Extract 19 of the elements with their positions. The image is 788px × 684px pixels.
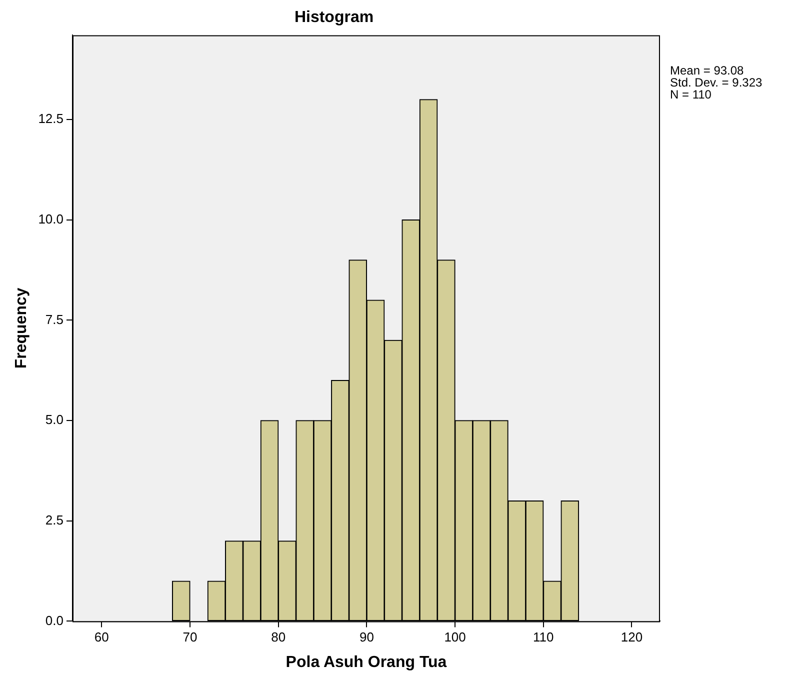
y-tick-label: 2.5 [45, 512, 64, 528]
x-tick-label: 80 [271, 630, 286, 645]
x-tick-label: 110 [533, 630, 554, 645]
x-tick-label: 70 [182, 630, 198, 645]
y-tick-label: 0.0 [45, 612, 64, 628]
y-axis-title: Frequency [13, 288, 30, 369]
x-axis-title: Pola Asuh Orang Tua [286, 654, 447, 671]
x-tick-label: 90 [359, 630, 374, 645]
x-tick-label: 60 [94, 630, 109, 645]
chart-title: Histogram [294, 9, 374, 26]
text: N = 110 [670, 88, 712, 102]
y-tick-label: 7.5 [45, 312, 64, 327]
x-tick-label: 100 [444, 630, 466, 645]
y-tick-label: 12.5 [38, 111, 64, 126]
text: Mean = 93.08 [670, 64, 744, 78]
x-tick-label: 120 [620, 630, 643, 645]
y-tick-label: 5.0 [45, 412, 64, 428]
y-tick-label: 10.0 [38, 211, 64, 226]
text: Std. Dev. = 9.323 [670, 76, 762, 90]
